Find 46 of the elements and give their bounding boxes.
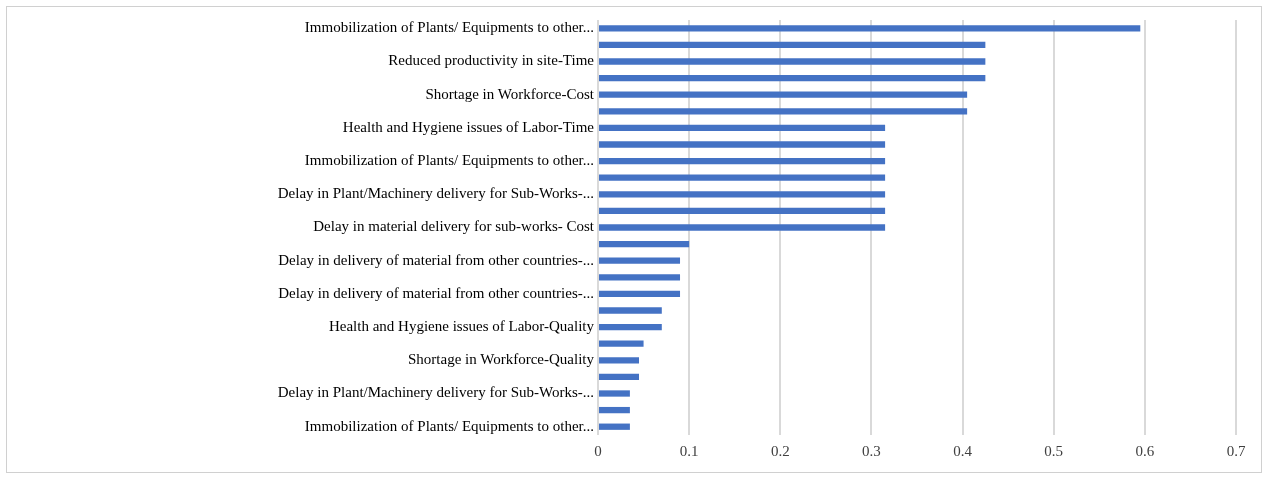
x-tick-label: 0.1 <box>679 442 699 459</box>
x-tick-label: 0.7 <box>1226 442 1246 459</box>
y-tick-label: Health and Hygiene issues of Labor-Quality <box>328 318 595 335</box>
bar <box>599 224 886 231</box>
bar <box>599 157 886 165</box>
bar <box>599 207 886 215</box>
y-tick-label: Immobilization of Plants/ Equipments to other... <box>304 19 594 36</box>
x-tick-label: 0.6 <box>1135 442 1155 459</box>
bar <box>599 274 681 281</box>
y-tick-label: Reduced productivity in site-Time <box>388 52 595 69</box>
x-tick-label: 0.2 <box>770 442 790 459</box>
y-tick-label: Delay in material delivery for sub-works- Cost <box>313 218 595 235</box>
bar <box>599 25 1141 32</box>
bar <box>599 191 886 198</box>
bar <box>599 373 640 381</box>
bar <box>599 357 640 364</box>
x-tick-label: 0 <box>594 442 602 459</box>
y-tick-label: Delay in Plant/Machinery delivery for Sub-Works-... <box>277 185 594 202</box>
y-tick-label: Immobilization of Plants/ Equipments to other... <box>304 417 594 434</box>
bar <box>599 108 968 115</box>
y-tick-label: Delay in Plant/Machinery delivery for Sub-Works-... <box>277 384 594 401</box>
bar <box>599 74 986 82</box>
x-tick-label: 0.4 <box>953 442 973 459</box>
bar <box>599 390 630 397</box>
bar <box>599 174 886 181</box>
bar <box>599 58 986 65</box>
bar <box>599 257 681 264</box>
x-tick-label: 0.3 <box>862 442 881 459</box>
bar <box>599 141 886 148</box>
bar <box>599 307 662 314</box>
bar <box>599 423 630 430</box>
bar <box>599 290 681 298</box>
y-tick-label: Health and Hygiene issues of Labor-Time <box>342 118 595 135</box>
bar <box>599 323 662 331</box>
bar <box>599 91 968 98</box>
bar <box>599 41 986 49</box>
y-tick-label: Immobilization of Plants/ Equipments to other... <box>304 152 594 169</box>
bar <box>599 406 630 414</box>
y-tick-label: Shortage in Workforce-Cost <box>425 85 595 102</box>
bar <box>599 240 690 248</box>
y-tick-label: Shortage in Workforce-Quality <box>408 351 595 368</box>
bar <box>599 340 644 347</box>
y-tick-label: Delay in delivery of material from other countries-... <box>278 251 594 268</box>
bar <box>599 124 886 132</box>
x-tick-label: 0.5 <box>1044 442 1064 459</box>
y-tick-label: Delay in delivery of material from other countries-... <box>278 284 594 301</box>
